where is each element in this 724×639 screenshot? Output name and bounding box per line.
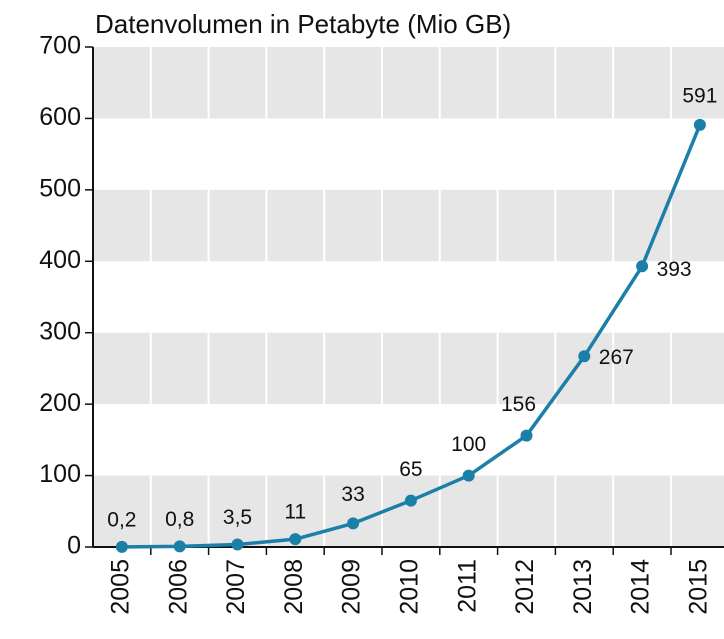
y-tick-label: 300 [39, 317, 81, 345]
y-tick-label: 700 [39, 32, 81, 60]
y-tick-label: 100 [39, 460, 81, 488]
data-label: 156 [501, 393, 536, 416]
x-tick-label: 2009 [338, 559, 366, 615]
point [520, 429, 533, 442]
data-label: 0,8 [165, 508, 194, 531]
x-tick-label: 2006 [164, 559, 192, 615]
data-label: 65 [399, 458, 422, 481]
y-tick-label: 200 [39, 389, 81, 417]
x-tick-label: 2008 [280, 559, 308, 615]
chart-title: Datenvolumen in Petabyte (Mio GB) [95, 9, 511, 39]
y-tick-label: 0 [67, 532, 81, 560]
band [93, 189, 724, 262]
point [231, 538, 244, 551]
x-tick-label: 2010 [396, 559, 424, 615]
y-tick-label: 600 [39, 103, 81, 131]
x-tick-label: 2014 [627, 559, 655, 615]
data-label: 0,2 [107, 508, 136, 531]
point [289, 533, 302, 546]
data-label: 11 [284, 501, 306, 524]
point [578, 350, 591, 363]
x-tick-label: 2012 [511, 559, 539, 615]
x-tick-label: 2011 [453, 559, 481, 613]
band [93, 47, 724, 119]
x-tick-label: 2015 [685, 559, 713, 615]
y-tick-label: 400 [39, 246, 81, 274]
band [93, 332, 724, 405]
data-label: 591 [682, 84, 717, 107]
point [173, 540, 186, 553]
point [636, 260, 649, 273]
point [693, 118, 706, 131]
point [404, 494, 417, 507]
point [115, 540, 128, 553]
data-label: 33 [341, 483, 364, 506]
y-tick-label: 500 [39, 174, 81, 202]
data-label: 393 [657, 258, 692, 281]
point [347, 517, 360, 530]
x-tick-label: 2007 [222, 559, 250, 615]
band [93, 475, 724, 547]
data-label: 3,5 [223, 506, 252, 529]
x-tick-label: 2013 [569, 559, 597, 615]
point [462, 469, 475, 482]
data-label: 267 [599, 346, 634, 369]
data-label: 100 [451, 433, 486, 456]
x-tick-label: 2005 [107, 559, 135, 615]
